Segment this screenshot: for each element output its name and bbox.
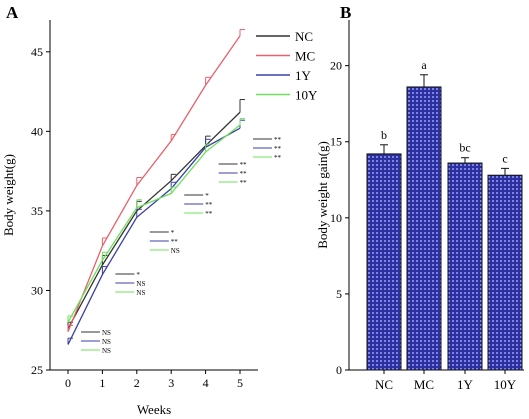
significance-mark: NS xyxy=(171,247,180,255)
x-tick-label: 1Y xyxy=(457,377,474,392)
y-tick-label: 5 xyxy=(336,287,342,301)
significance-mark: ** xyxy=(240,170,248,178)
panel-a-label: A xyxy=(6,3,19,22)
x-tick-label: 1 xyxy=(99,376,105,390)
bar-1Y xyxy=(447,162,483,371)
significance-letter: c xyxy=(502,151,507,165)
panel-b-label: B xyxy=(340,3,351,22)
series-line-MC xyxy=(67,35,241,333)
x-tick-label: MC xyxy=(414,377,434,392)
significance-mark: ** xyxy=(240,179,248,187)
y-tick-label: 0 xyxy=(336,363,342,377)
y-tick-label: 40 xyxy=(31,124,43,138)
legend-label: NC xyxy=(295,29,313,44)
bar-NC xyxy=(366,153,402,371)
y-tick-label: 45 xyxy=(31,45,43,59)
x-tick-label: 5 xyxy=(237,376,243,390)
significance-mark: ** xyxy=(205,210,213,218)
y-tick-label: 25 xyxy=(31,363,43,377)
y-tick-label: 15 xyxy=(330,135,342,149)
significance-letter: bc xyxy=(459,141,470,155)
series-line-10Y xyxy=(67,124,241,323)
significance-mark: ** xyxy=(274,145,282,153)
x-tick-label: NC xyxy=(375,377,393,392)
legend-label: 1Y xyxy=(295,68,312,83)
bar-10Y xyxy=(487,174,523,371)
x-tick-label: 0 xyxy=(65,376,71,390)
bar-MC xyxy=(406,86,442,371)
significance-letter: b xyxy=(381,128,387,142)
significance-mark: NS xyxy=(136,280,145,288)
significance-mark: ** xyxy=(205,201,213,209)
legend-label: MC xyxy=(295,49,315,64)
significance-mark: ** xyxy=(240,161,248,169)
significance-mark: NS xyxy=(102,329,111,337)
chart-b: 0 5 10 15 20 Body weight gain(g) b NC a MC bc 1Y c 10… xyxy=(315,20,524,392)
significance-mark: ** xyxy=(171,238,179,246)
y-tick-label: 20 xyxy=(330,59,342,73)
series-line-1Y xyxy=(67,127,241,345)
x-tick-label: 2 xyxy=(134,376,140,390)
legend-label: 10Y xyxy=(295,88,318,103)
y-tick-label: 10 xyxy=(330,211,342,225)
x-tick-label: 3 xyxy=(168,376,174,390)
significance-mark: NS xyxy=(136,289,145,297)
y-tick-label: 30 xyxy=(31,283,43,297)
significance-mark: * xyxy=(171,229,175,237)
y-tick-label: 35 xyxy=(31,204,43,218)
y-axis-label: Body weight gain(g) xyxy=(315,141,330,249)
x-tick-label: 10Y xyxy=(494,377,517,392)
x-axis-label: Weeks xyxy=(137,402,171,417)
significance-mark: ** xyxy=(274,136,282,144)
significance-mark: ** xyxy=(274,154,282,162)
y-axis-label: Body weight(g) xyxy=(1,154,16,236)
significance-mark: * xyxy=(205,192,209,200)
significance-mark: NS xyxy=(102,338,111,346)
significance-mark: NS xyxy=(102,347,111,355)
x-tick-label: 4 xyxy=(203,376,209,390)
significance-mark: * xyxy=(136,271,140,279)
significance-letter: a xyxy=(421,58,427,72)
series-line-NC xyxy=(67,111,241,329)
